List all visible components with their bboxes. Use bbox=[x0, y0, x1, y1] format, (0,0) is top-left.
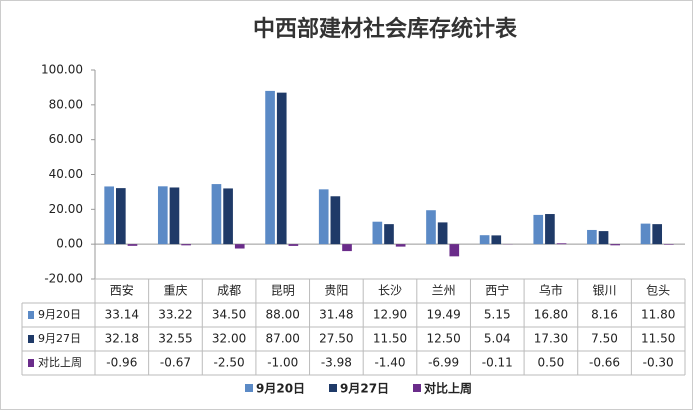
bar bbox=[223, 188, 233, 245]
table-value: -0.96 bbox=[106, 356, 137, 370]
legend-label: 9月27日 bbox=[340, 382, 389, 396]
table-value: 7.50 bbox=[591, 332, 618, 346]
table-value: -0.30 bbox=[643, 356, 674, 370]
table-value: 5.15 bbox=[484, 308, 511, 322]
bar bbox=[556, 243, 567, 245]
table-value: 27.50 bbox=[319, 332, 353, 346]
y-tick-label: -20.00 bbox=[44, 272, 83, 286]
bar bbox=[426, 210, 436, 245]
bar bbox=[384, 224, 394, 245]
legend-swatch bbox=[245, 384, 253, 392]
bar bbox=[127, 244, 138, 246]
bar bbox=[395, 244, 406, 247]
legend-swatch bbox=[329, 384, 337, 392]
bar bbox=[276, 92, 287, 245]
table-row-label: 9月20日 bbox=[38, 308, 81, 321]
bar bbox=[288, 244, 299, 246]
bar bbox=[587, 229, 597, 245]
table-value: 12.90 bbox=[373, 308, 407, 322]
bar bbox=[664, 244, 674, 245]
table-value: 34.50 bbox=[212, 308, 246, 322]
category-label: 贵阳 bbox=[324, 284, 348, 298]
table-value: 33.14 bbox=[105, 308, 139, 322]
y-tick-label: 100.00 bbox=[41, 63, 83, 77]
table-value: -6.99 bbox=[428, 356, 459, 370]
table-value: 19.49 bbox=[426, 308, 460, 322]
bar bbox=[234, 244, 245, 249]
y-tick-label: 60.00 bbox=[49, 132, 83, 146]
category-label: 乌市 bbox=[539, 283, 563, 298]
y-tick-label: 0.00 bbox=[56, 237, 83, 251]
table-value: -1.40 bbox=[374, 356, 405, 370]
table-value: 32.18 bbox=[105, 332, 139, 346]
category-label: 重庆 bbox=[163, 284, 187, 298]
table-value: 17.30 bbox=[534, 332, 568, 346]
bar bbox=[104, 186, 114, 245]
table-value: 32.55 bbox=[158, 332, 192, 346]
bar bbox=[610, 244, 621, 246]
table-value: -3.98 bbox=[321, 356, 352, 370]
bar bbox=[181, 244, 191, 246]
table-value: 32.00 bbox=[212, 332, 246, 346]
legend-label: 对比上周 bbox=[424, 381, 472, 396]
bar bbox=[211, 184, 222, 245]
bar bbox=[533, 214, 544, 245]
bar bbox=[598, 231, 609, 245]
legend-swatch bbox=[413, 384, 421, 392]
category-label: 银川 bbox=[593, 284, 617, 298]
table-value: 8.16 bbox=[591, 308, 618, 322]
table-row-label: 9月27日 bbox=[38, 332, 81, 345]
table-value: -0.67 bbox=[160, 356, 191, 370]
table-value: -0.11 bbox=[482, 356, 513, 370]
bar bbox=[372, 221, 383, 245]
table-value: -1.00 bbox=[267, 356, 298, 370]
bar bbox=[491, 235, 502, 245]
table-value: 88.00 bbox=[266, 308, 300, 322]
bar bbox=[169, 187, 180, 245]
category-label: 包头 bbox=[646, 284, 670, 298]
table-row-label: 对比上周 bbox=[38, 355, 82, 369]
table-value: 11.50 bbox=[641, 332, 675, 346]
table-value: -0.66 bbox=[589, 356, 620, 370]
table-value: 11.50 bbox=[373, 332, 407, 346]
bar bbox=[318, 189, 329, 245]
category-label: 长沙 bbox=[378, 284, 402, 298]
table-value: -2.50 bbox=[214, 356, 245, 370]
table-key bbox=[28, 311, 34, 319]
table-key bbox=[28, 335, 34, 343]
category-label: 西安 bbox=[110, 283, 134, 298]
table-value: 16.80 bbox=[534, 308, 568, 322]
table-value: 11.80 bbox=[641, 308, 675, 322]
y-tick-label: 20.00 bbox=[49, 202, 83, 216]
category-label: 西宁 bbox=[485, 283, 509, 298]
bar bbox=[342, 244, 352, 252]
bar bbox=[330, 196, 341, 245]
table-value: 33.22 bbox=[158, 308, 192, 322]
category-label: 兰州 bbox=[432, 284, 456, 298]
bar bbox=[157, 186, 168, 245]
bar bbox=[437, 222, 448, 245]
y-tick-label: 40.00 bbox=[49, 167, 83, 181]
bar bbox=[449, 244, 460, 257]
table-value: 87.00 bbox=[266, 332, 300, 346]
y-tick-label: 80.00 bbox=[49, 97, 83, 111]
bar bbox=[545, 214, 555, 245]
bar bbox=[652, 224, 663, 245]
table-value: 12.50 bbox=[426, 332, 460, 346]
table-key bbox=[28, 359, 34, 367]
table-value: 0.50 bbox=[538, 356, 565, 370]
legend-label: 9月20日 bbox=[256, 382, 305, 396]
bar bbox=[479, 235, 490, 245]
category-label: 昆明 bbox=[271, 284, 295, 298]
chart-title: 中西部建材社会库存统计表 bbox=[253, 16, 518, 42]
table-value: 5.04 bbox=[484, 332, 511, 346]
bar bbox=[640, 223, 651, 245]
category-label: 成都 bbox=[217, 284, 241, 298]
bar bbox=[265, 90, 275, 245]
table-value: 31.48 bbox=[319, 308, 353, 322]
bar bbox=[115, 188, 126, 245]
